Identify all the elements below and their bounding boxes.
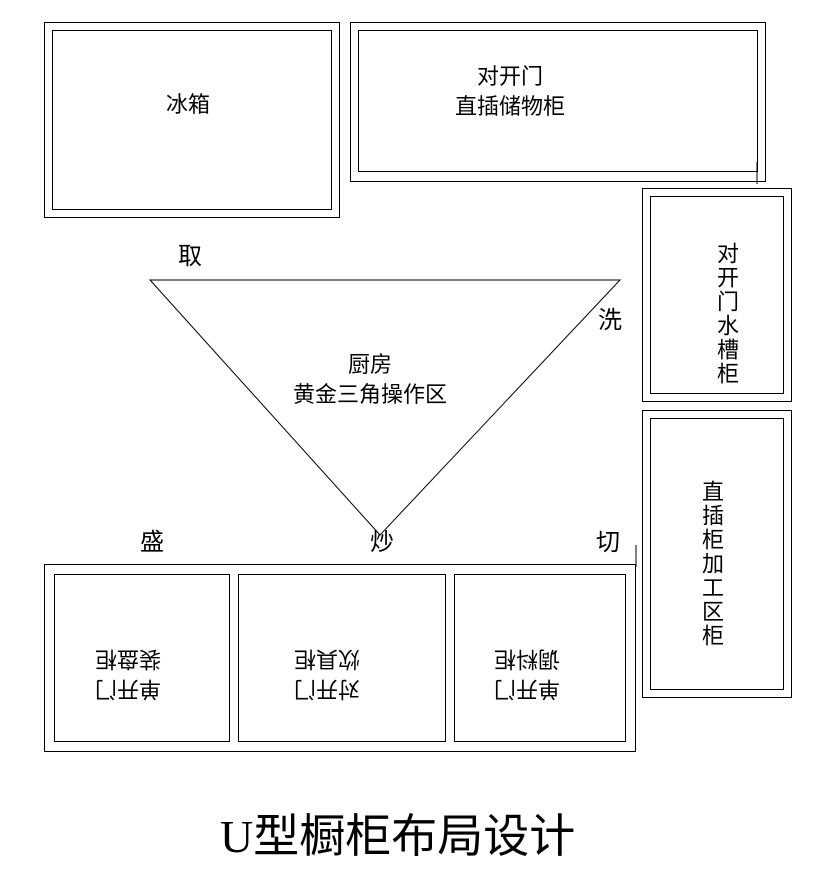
kitchen-layout-diagram: 冰箱 对开门 直插储物柜 对开门水槽柜 直插柜加工区柜 单开门 装盘柜 对开门 … [0, 0, 819, 780]
zone-wash: 洗 [598, 300, 622, 335]
zone-fry: 炒 [370, 522, 394, 557]
zone-plate: 盛 [140, 522, 164, 557]
zone-cut: 切 [596, 522, 620, 557]
zone-take: 取 [178, 236, 202, 271]
triangle-label: 厨房 黄金三角操作区 [280, 350, 460, 409]
diagram-title: U型橱柜布局设计 [220, 800, 575, 866]
